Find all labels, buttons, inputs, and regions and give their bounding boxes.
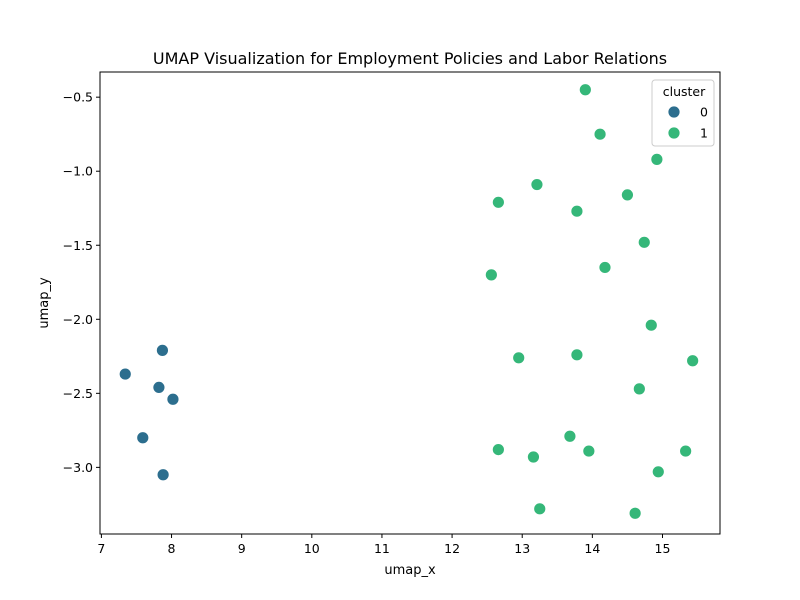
y-axis-ticks: −0.5 −1.0 −1.5 −2.0 −2.5 −3.0 — [63, 90, 100, 475]
data-point-cluster-0 — [166, 392, 180, 406]
data-point-cluster-1 — [527, 450, 540, 464]
x-tick-label: 10 — [304, 541, 320, 556]
data-point-cluster-1 — [491, 195, 505, 209]
x-tick-label: 15 — [655, 541, 671, 556]
legend-box — [651, 79, 715, 147]
x-tick-label: 11 — [374, 541, 390, 556]
chart-title: UMAP Visualization for Employment Polici… — [153, 49, 667, 68]
data-point-cluster-1 — [621, 188, 634, 202]
y-axis-label: umap_y — [37, 277, 52, 329]
x-tick-label: 9 — [238, 541, 246, 556]
data-point-cluster-1 — [570, 204, 584, 218]
data-point-cluster-1 — [628, 506, 642, 520]
x-tick-label: 12 — [444, 541, 460, 556]
data-point-cluster-1 — [530, 178, 544, 191]
legend: cluster 01 — [651, 79, 715, 147]
data-point-cluster-1 — [484, 268, 498, 282]
data-point-cluster-1 — [644, 318, 658, 332]
x-tick-label: 14 — [584, 541, 600, 556]
x-axis-label: umap_x — [384, 563, 436, 578]
data-point-cluster-1 — [679, 444, 693, 458]
x-tick-label: 13 — [514, 541, 530, 556]
data-point-cluster-0 — [136, 431, 150, 445]
plot-area-frame — [99, 71, 721, 535]
legend-label-cluster-1: 1 — [700, 126, 708, 141]
x-tick-label: 8 — [168, 541, 176, 556]
data-point-cluster-1 — [512, 351, 526, 365]
legend-title: cluster — [663, 84, 706, 99]
data-point-cluster-0 — [156, 343, 169, 357]
data-point-cluster-0 — [156, 468, 170, 482]
data-point-cluster-1 — [637, 235, 651, 249]
data-point-cluster-0 — [118, 367, 132, 381]
data-point-cluster-1 — [598, 261, 612, 274]
y-tick-label: −1.5 — [63, 238, 93, 253]
y-tick-label: −2.0 — [63, 312, 93, 327]
x-tick-label: 7 — [97, 541, 105, 556]
data-point-cluster-1 — [570, 348, 584, 362]
data-point-cluster-1 — [533, 502, 547, 516]
data-points — [118, 83, 700, 520]
y-tick-label: −2.5 — [63, 386, 93, 401]
data-point-cluster-1 — [491, 443, 505, 456]
y-tick-label: −3.0 — [63, 460, 93, 475]
data-point-cluster-1 — [578, 83, 592, 97]
y-tick-label: −0.5 — [63, 90, 93, 105]
y-tick-label: −1.0 — [63, 164, 93, 179]
data-point-cluster-1 — [563, 429, 577, 443]
legend-entries: 01 — [667, 105, 708, 141]
legend-label-cluster-0: 0 — [700, 105, 708, 120]
data-point-cluster-1 — [650, 152, 664, 166]
data-point-cluster-1 — [632, 382, 646, 396]
legend-marker-cluster-0 — [667, 105, 681, 119]
data-point-cluster-0 — [152, 381, 166, 394]
data-point-cluster-1 — [582, 444, 596, 458]
data-point-cluster-1 — [593, 127, 607, 141]
data-point-cluster-1 — [651, 465, 665, 479]
legend-marker-cluster-1 — [667, 126, 681, 140]
x-axis-ticks: 7 8 9 10 11 12 13 14 15 — [97, 534, 670, 556]
data-point-cluster-1 — [686, 354, 700, 368]
